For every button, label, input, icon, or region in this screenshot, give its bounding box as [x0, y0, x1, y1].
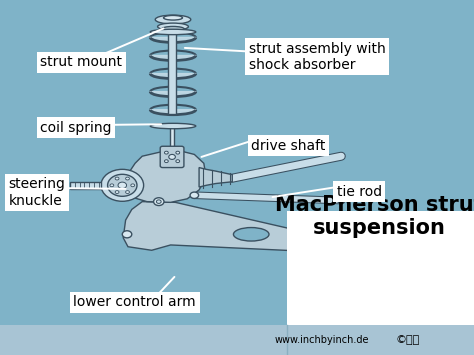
- FancyArrow shape: [168, 32, 176, 114]
- Polygon shape: [150, 37, 196, 42]
- Text: www.inchbyinch.de: www.inchbyinch.de: [275, 335, 370, 345]
- Ellipse shape: [164, 160, 168, 163]
- FancyBboxPatch shape: [287, 211, 474, 325]
- Text: strut assembly with
shock absorber: strut assembly with shock absorber: [249, 42, 386, 72]
- Ellipse shape: [156, 200, 161, 203]
- Ellipse shape: [155, 15, 191, 24]
- Ellipse shape: [108, 174, 137, 196]
- Ellipse shape: [337, 198, 345, 203]
- Ellipse shape: [115, 191, 119, 193]
- Ellipse shape: [162, 26, 184, 32]
- Polygon shape: [150, 110, 196, 115]
- Text: lower control arm: lower control arm: [73, 295, 196, 310]
- Ellipse shape: [122, 231, 132, 238]
- Ellipse shape: [126, 177, 129, 180]
- Polygon shape: [199, 168, 232, 187]
- Text: drive shaft: drive shaft: [251, 138, 326, 153]
- FancyArrow shape: [170, 126, 174, 154]
- Ellipse shape: [118, 182, 127, 189]
- FancyBboxPatch shape: [160, 146, 184, 168]
- Ellipse shape: [150, 29, 196, 35]
- Ellipse shape: [126, 191, 129, 193]
- Ellipse shape: [176, 151, 180, 154]
- Polygon shape: [123, 202, 332, 252]
- Polygon shape: [150, 55, 196, 60]
- Text: tie rod: tie rod: [337, 185, 382, 199]
- Ellipse shape: [190, 192, 199, 198]
- Ellipse shape: [233, 228, 269, 241]
- Ellipse shape: [101, 169, 144, 201]
- Polygon shape: [150, 73, 196, 78]
- Ellipse shape: [115, 177, 119, 180]
- Ellipse shape: [164, 15, 182, 20]
- Ellipse shape: [110, 184, 114, 187]
- Ellipse shape: [150, 123, 196, 129]
- Text: strut mount: strut mount: [40, 55, 122, 69]
- Text: steering
knuckle: steering knuckle: [9, 177, 65, 208]
- Ellipse shape: [131, 184, 135, 187]
- Ellipse shape: [322, 237, 332, 245]
- Ellipse shape: [164, 151, 168, 154]
- FancyArrow shape: [70, 182, 101, 189]
- Polygon shape: [122, 149, 206, 202]
- Text: coil spring: coil spring: [40, 121, 112, 135]
- Ellipse shape: [154, 198, 164, 206]
- Ellipse shape: [157, 23, 188, 30]
- Ellipse shape: [169, 154, 175, 159]
- FancyBboxPatch shape: [0, 325, 474, 355]
- Text: ©ⓘⓈ: ©ⓘⓈ: [395, 335, 420, 345]
- Polygon shape: [150, 92, 196, 97]
- Text: MacPherson strut
suspension: MacPherson strut suspension: [275, 195, 474, 238]
- Ellipse shape: [176, 160, 180, 163]
